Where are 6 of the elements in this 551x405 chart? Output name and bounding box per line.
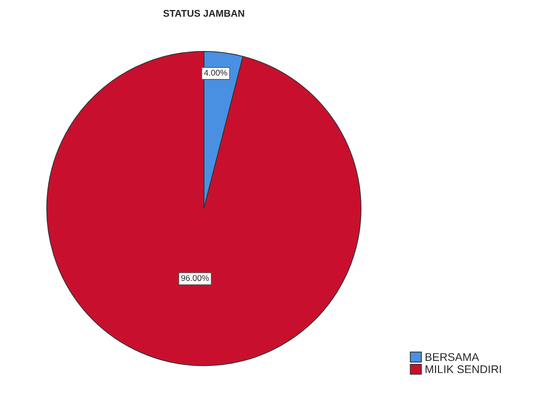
data-label: 96.00% (181, 275, 209, 281)
chart-title: STATUS JAMBAN (163, 10, 244, 17)
data-label: 4.00% (204, 70, 228, 76)
legend-label: BERSAMA (426, 353, 480, 361)
legend-label: MILIK SENDIRI (426, 365, 501, 374)
pie-slice (46, 51, 362, 366)
